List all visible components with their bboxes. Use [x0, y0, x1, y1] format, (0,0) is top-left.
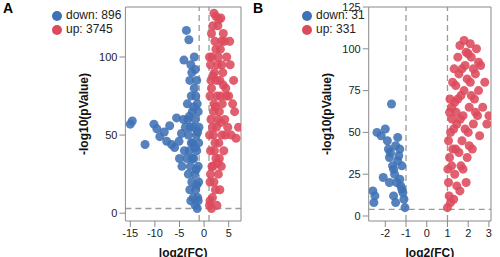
svg-text:100: 100 [99, 51, 117, 63]
svg-text:0: 0 [201, 227, 207, 239]
svg-text:-log10(pValue): -log10(pValue) [77, 73, 91, 155]
svg-text:-1: -1 [401, 227, 411, 239]
svg-text:50: 50 [105, 129, 117, 141]
svg-text:log2(FC): log2(FC) [406, 246, 455, 257]
svg-text:0: 0 [424, 227, 430, 239]
svg-text:50: 50 [348, 126, 360, 138]
svg-text:log2(FC): log2(FC) [159, 246, 208, 257]
svg-text:0: 0 [111, 207, 117, 219]
svg-text:-2: -2 [380, 227, 390, 239]
svg-text:-5: -5 [175, 227, 185, 239]
svg-text:125: 125 [342, 1, 360, 13]
svg-text:25: 25 [348, 168, 360, 180]
svg-text:0: 0 [355, 210, 361, 222]
svg-text:5: 5 [226, 227, 232, 239]
svg-text:100: 100 [342, 43, 360, 55]
svg-text:-15: -15 [122, 227, 138, 239]
svg-text:-10: -10 [147, 227, 163, 239]
svg-text:3: 3 [486, 227, 492, 239]
svg-text:75: 75 [348, 84, 360, 96]
svg-text:-log10(pValue): -log10(pValue) [320, 73, 334, 155]
svg-text:1: 1 [444, 227, 450, 239]
svg-text:2: 2 [465, 227, 471, 239]
